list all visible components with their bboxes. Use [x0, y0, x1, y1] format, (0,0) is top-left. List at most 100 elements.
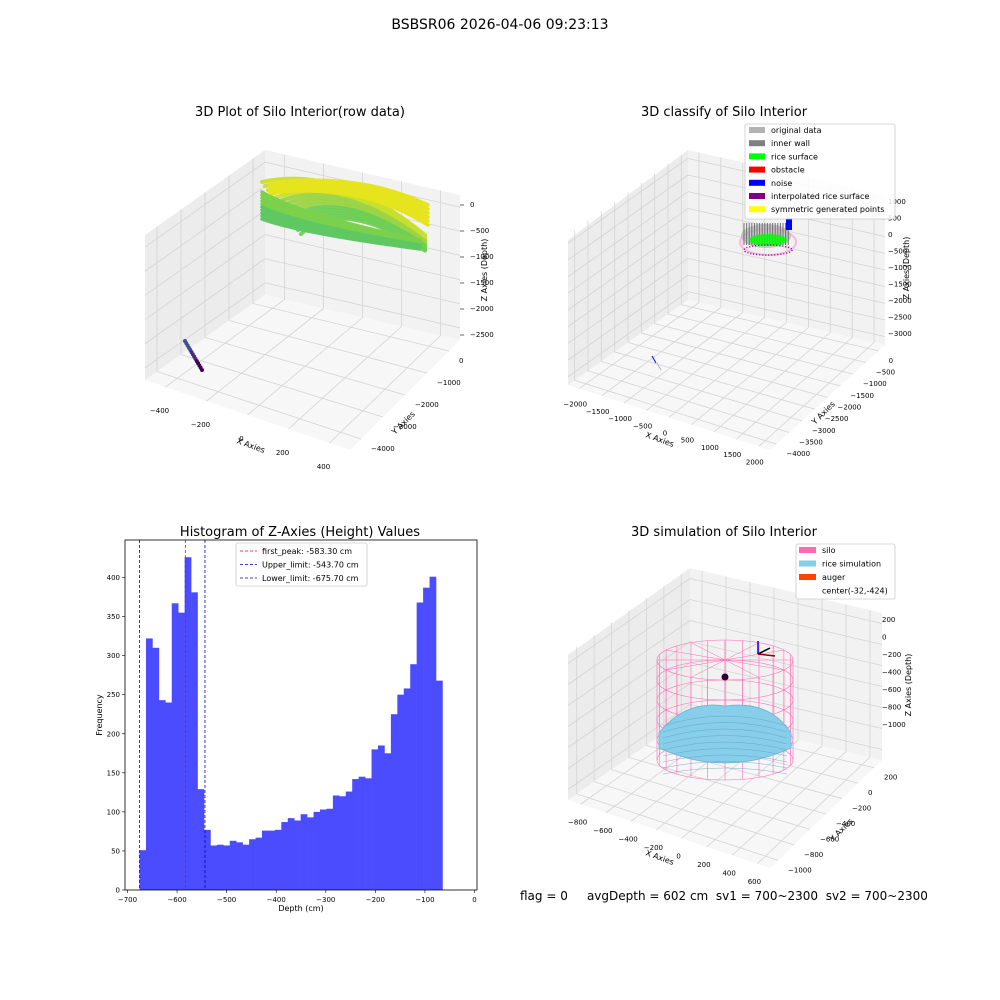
silo-roof-wire: [724, 659, 760, 678]
y-tick-label: 50: [111, 847, 120, 855]
rice-mesh-line: [662, 735, 788, 745]
x-tick-label: −700: [118, 896, 137, 904]
histogram-bar: [377, 745, 385, 890]
raw-point-arc: [268, 178, 430, 207]
legend-entry: interpolated rice surface: [771, 192, 869, 201]
grid-line: [667, 313, 866, 363]
original-point: [656, 362, 662, 371]
legend-frame: [795, 543, 896, 600]
grid-line: [567, 641, 691, 727]
panel-histogram: Histogram of Z-Axies (Height) Values −70…: [95, 525, 478, 913]
histogram-bar: [145, 638, 153, 890]
histogram-bar: [403, 688, 411, 890]
y-tick-label: 100: [107, 808, 120, 816]
grid-line: [689, 620, 883, 666]
simulation-3d-z-ticks: 200 0 −200 −400 −600 −800 −1000: [882, 616, 906, 729]
grid-line: [689, 641, 883, 687]
center-marker: [721, 673, 729, 681]
legend-entry: silo: [822, 546, 836, 555]
classify-3d-x-label: X Axies: [644, 430, 675, 449]
rice-mesh-line: [662, 741, 788, 751]
z-tick-label: −1000: [882, 721, 906, 729]
histogram-bar: [261, 830, 269, 890]
y-tick-label: −4000: [786, 450, 810, 458]
x-tick-label: −100: [415, 896, 434, 904]
histogram-bar: [216, 844, 224, 890]
x-tick-label: 0: [676, 852, 680, 860]
histogram-bar: [281, 822, 289, 890]
histogram-bar: [332, 795, 340, 890]
grid-line: [681, 304, 879, 352]
simulation-3d-y-ticks: 200 0 −200 −400 −600 −800 −1000: [788, 774, 897, 875]
histogram-bar: [242, 844, 250, 890]
grid-line: [567, 683, 691, 769]
x-tick-label: −800: [568, 818, 587, 826]
silo-roof-wire: [724, 659, 784, 671]
legend-swatch: [749, 127, 765, 133]
raw-3d-x-ticks: −400 −200 0 200 400: [150, 407, 330, 471]
histogram-bar: [274, 829, 282, 890]
legend-swatch: [749, 179, 765, 186]
legend-entry: symmetric generated points: [771, 205, 884, 214]
simulation-3d-legend: silo rice simulation auger center(-32,-424): [795, 543, 896, 600]
classify-3d-x-ticks: −2000−1500−1000−500 0 500 1000 1500 2000: [563, 401, 763, 467]
x-tick-label: 200: [697, 861, 710, 869]
histogram-bar: [365, 778, 372, 890]
rice-surface-cluster: [749, 234, 787, 246]
rice-mesh-line: [662, 767, 788, 775]
legend-entry: center(-32,-424): [822, 587, 888, 596]
legend-entry: rice surface: [771, 152, 818, 161]
histogram-y-ticks: 0 50 100 150 200 250 300 350 400: [107, 574, 125, 895]
grid-line: [567, 291, 689, 377]
z-tick-label: −2000: [470, 305, 494, 313]
grid-line: [264, 234, 461, 280]
grid-line: [601, 361, 803, 422]
y-tick-label: −600: [820, 835, 839, 843]
histogram-bar: [307, 817, 314, 890]
histogram-bar: [358, 776, 366, 890]
grid-line: [567, 258, 689, 344]
y-tick-label: 350: [107, 613, 120, 621]
x-tick-label: 0: [663, 430, 667, 438]
z-tick-label: 0: [888, 231, 892, 239]
rice-mesh-line: [662, 722, 788, 733]
grid-line: [144, 210, 266, 296]
auger-axis: [757, 647, 771, 655]
panel-classify-3d: 3D classify of Silo Interior −2000−1500−…: [563, 105, 911, 466]
x-tick-label: −2000: [563, 401, 587, 409]
classify-3d-title: 3D classify of Silo Interior: [641, 105, 808, 120]
avg-depth-text: avgDepth = 602 cm: [586, 889, 709, 903]
grid-line: [654, 323, 854, 375]
histogram-bar: [345, 791, 353, 890]
histogram-x-ticks: −700 −600 −500 −400 −300 −200 −100 0: [118, 890, 477, 904]
x-tick-label: −400: [150, 407, 169, 415]
grid-line: [144, 258, 266, 345]
grid-line: [567, 158, 689, 244]
histogram-bar: [435, 680, 443, 890]
legend-swatch: [799, 547, 816, 553]
grid-line: [627, 342, 828, 398]
grid-line: [687, 291, 886, 338]
histogram-bar: [326, 808, 334, 890]
rice-mesh-line: [662, 748, 788, 757]
histogram-bar: [229, 840, 237, 890]
z-tick-label: −1500: [470, 279, 494, 287]
y-tick-label: −4000: [371, 445, 395, 453]
silo-roof-wire: [724, 642, 760, 661]
sv2-text: sv2 = 700~2300: [825, 889, 928, 903]
histogram-bar: [191, 592, 198, 890]
histogram-bar: [371, 749, 379, 890]
legend-frame: [235, 542, 368, 587]
legend-swatch: [799, 574, 816, 580]
noise-point: [651, 355, 657, 364]
z-tick-label: 0: [470, 201, 474, 209]
y-tick-label: 200: [107, 730, 120, 738]
z-tick-label: −500: [470, 227, 489, 235]
x-tick-label: 500: [681, 437, 694, 445]
x-tick-label: −400: [619, 835, 638, 843]
grid-line: [687, 241, 886, 288]
panel-raw-3d: 3D Plot of Silo Interior(row data) −400−…: [144, 105, 494, 471]
raw-3d-z-label: Z Axies (Depth): [480, 239, 489, 302]
grid-line: [204, 337, 406, 396]
